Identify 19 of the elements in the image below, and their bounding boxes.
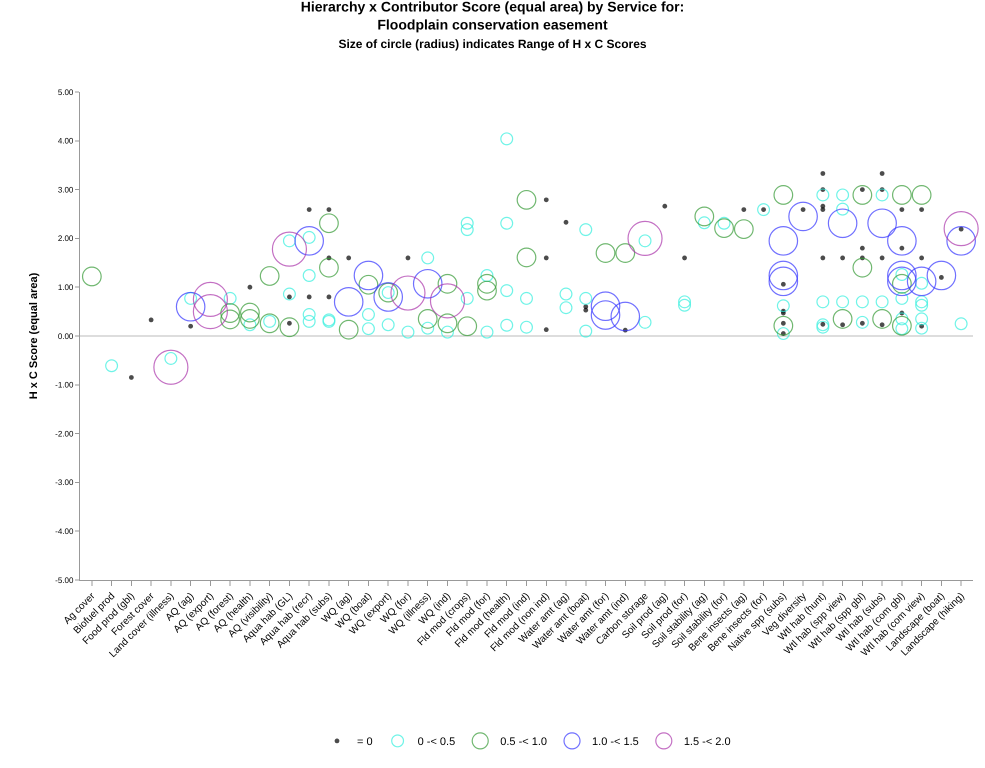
y-axis-title: H x C Score (equal area)	[28, 272, 40, 400]
y-tick-label: -5.00	[55, 576, 74, 585]
legend-label: 1.0 -< 1.5	[592, 736, 639, 748]
legend-label: 0.5 -< 1.0	[500, 736, 548, 748]
y-tick-label: -4.00	[55, 527, 74, 536]
y-tick-label: 1.00	[58, 283, 74, 292]
y-tick-label: 3.00	[58, 185, 74, 194]
legend-label: 0 -< 0.5	[418, 736, 456, 748]
y-tick-label: 0.00	[58, 332, 74, 341]
chart-subtitle: Size of circle (radius) indicates Range of H x C Scores	[338, 36, 647, 51]
chart-title: Hierarchy x Contributor Score (equal area) by Service for: Floodplain conservation easement	[300, 0, 684, 33]
y-tick-label: -1.00	[55, 380, 74, 390]
y-tick-label: -3.00	[55, 478, 74, 488]
legend-label: 1.5 -< 2.0	[684, 736, 731, 748]
y-tick-label: 2.00	[58, 234, 74, 244]
y-tick-label: 4.00	[58, 136, 74, 146]
legend-label: = 0	[357, 736, 373, 748]
y-tick-label: -2.00	[55, 429, 74, 438]
y-tick-label: 5.00	[58, 88, 74, 97]
